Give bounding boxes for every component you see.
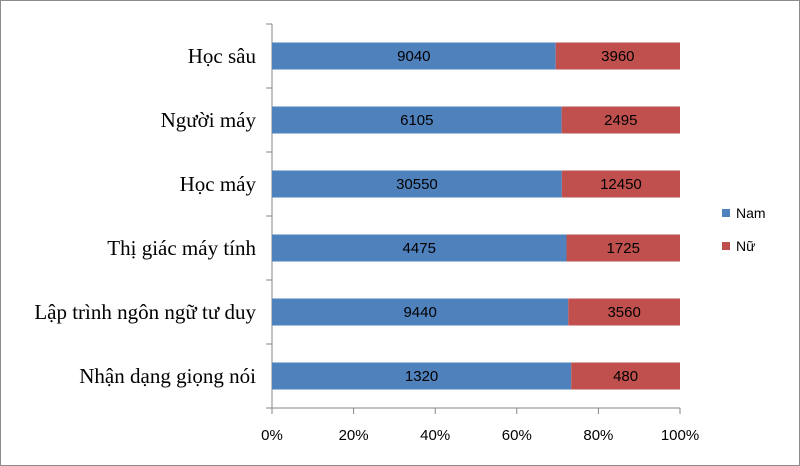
bar-segment-nam	[272, 298, 569, 326]
data-label: 480	[613, 368, 638, 385]
bar-segment-nam	[272, 234, 567, 262]
data-label: 12450	[600, 176, 642, 193]
x-tick-label: 80%	[583, 427, 613, 444]
data-label: 9440	[403, 304, 436, 321]
data-label: 3560	[607, 304, 640, 321]
data-label: 9040	[397, 48, 430, 65]
bar-segment-nu	[561, 106, 680, 134]
x-tick-label: 100%	[661, 427, 699, 444]
data-label: 4475	[403, 240, 436, 257]
category-label: Học sâu	[188, 44, 257, 68]
data-label: 1725	[607, 240, 640, 257]
labels-group: 9040 3960 Học sâu 6105 2495 Người máy 30550 124…	[34, 44, 641, 388]
category-label: Người máy	[161, 108, 257, 132]
x-tick-label: 0%	[261, 427, 283, 444]
legend: Nam Nữ	[722, 205, 766, 254]
data-label: 3960	[601, 48, 634, 65]
category-label: Học máy	[180, 172, 257, 196]
bar-segment-nam	[272, 42, 556, 70]
bar-segment-nu	[561, 170, 680, 198]
bar-segment-nu	[571, 362, 680, 390]
x-tick-label: 40%	[420, 427, 450, 444]
bar-segment-nam	[272, 362, 572, 390]
data-label: 1320	[405, 368, 438, 385]
category-label: Nhận dạng giọng nói	[79, 364, 256, 388]
legend-swatch	[722, 209, 730, 217]
legend-swatch	[722, 242, 730, 250]
x-tick-label: 60%	[502, 427, 532, 444]
bar-segment-nam	[272, 106, 562, 134]
axes-group: 0% 20% 40% 60% 80% 100%	[261, 23, 699, 444]
bar-segment-nu	[555, 42, 680, 70]
x-tick-label: 20%	[339, 427, 369, 444]
category-label: Lập trình ngôn ngữ tư duy	[34, 300, 256, 324]
legend-label: Nam	[736, 205, 766, 221]
legend-label: Nữ	[736, 238, 755, 254]
bar-segment-nu	[568, 298, 680, 326]
bar-segment-nu	[566, 234, 680, 262]
bars-group	[272, 42, 680, 390]
data-label: 30550	[396, 176, 438, 193]
bar-segment-nam	[272, 170, 562, 198]
data-label: 6105	[400, 112, 433, 129]
data-label: 2495	[604, 112, 637, 129]
category-label: Thị giác máy tính	[107, 236, 256, 260]
